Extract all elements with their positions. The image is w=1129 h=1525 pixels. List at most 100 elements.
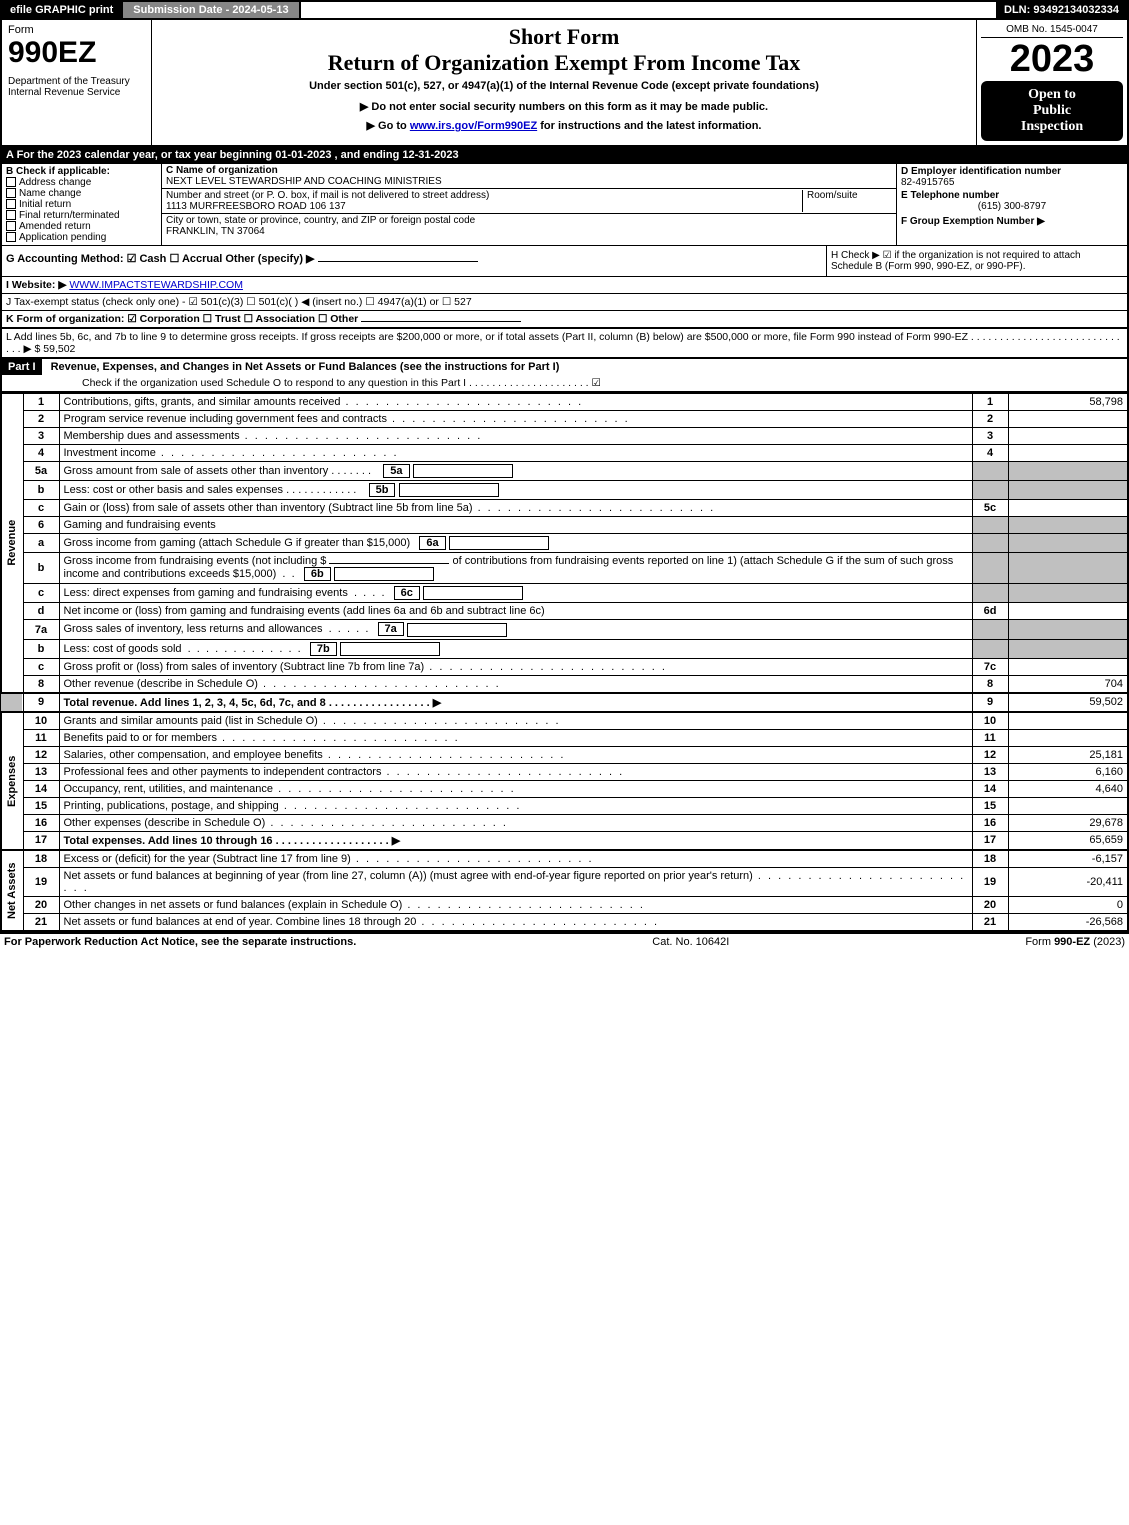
return-title: Return of Organization Exempt From Incom… <box>156 50 972 76</box>
line-9-amount: 59,502 <box>1008 693 1128 712</box>
line-16-desc: Other expenses (describe in Schedule O) <box>59 814 972 831</box>
line-5c-desc: Gain or (loss) from sale of assets other… <box>59 500 972 517</box>
submission-date: Submission Date - 2024-05-13 <box>123 2 300 18</box>
line-10-desc: Grants and similar amounts paid (list in… <box>59 712 972 730</box>
c-name-label: C Name of organization <box>166 165 278 176</box>
line-2-desc: Program service revenue including govern… <box>59 411 972 428</box>
footer-left: For Paperwork Reduction Act Notice, see … <box>4 936 356 948</box>
c-addr-label: Number and street (or P. O. box, if mail… <box>166 190 489 201</box>
line-21-desc: Net assets or fund balances at end of ye… <box>59 913 972 931</box>
line-18-desc: Excess or (deficit) for the year (Subtra… <box>59 850 972 868</box>
section-l: L Add lines 5b, 6c, and 7b to line 9 to … <box>0 329 1129 359</box>
short-form-title: Short Form <box>156 24 972 50</box>
line-7a-desc: Gross sales of inventory, less returns a… <box>59 620 972 639</box>
line-13-amount: 6,160 <box>1008 763 1128 780</box>
line-6a-desc: Gross income from gaming (attach Schedul… <box>59 534 972 553</box>
section-c: C Name of organization NEXT LEVEL STEWAR… <box>162 164 897 245</box>
dln-label: DLN: 93492134032334 <box>996 2 1127 18</box>
efile-print-button[interactable]: efile GRAPHIC print <box>2 2 123 18</box>
part-1-title: Revenue, Expenses, and Changes in Net As… <box>45 359 566 375</box>
line-21-amount: -26,568 <box>1008 913 1128 931</box>
website-link[interactable]: WWW.IMPACTSTEWARDSHIP.COM <box>69 279 243 291</box>
form-header: Form 990EZ Department of the Treasury In… <box>0 20 1129 147</box>
side-label-expenses: Expenses <box>1 712 23 850</box>
section-i: I Website: ▶ WWW.IMPACTSTEWARDSHIP.COM <box>0 277 1129 294</box>
line-20-desc: Other changes in net assets or fund bala… <box>59 896 972 913</box>
irs-link[interactable]: www.irs.gov/Form990EZ <box>410 120 537 132</box>
section-g: G Accounting Method: ☑ Cash ☐ Accrual Ot… <box>6 253 315 265</box>
line-13-desc: Professional fees and other payments to … <box>59 763 972 780</box>
org-city: FRANKLIN, TN 37064 <box>166 226 265 237</box>
org-address: 1113 MURFREESBORO ROAD 106 137 <box>166 201 346 212</box>
part-1-check-note: Check if the organization used Schedule … <box>2 375 1127 391</box>
line-17-amount: 65,659 <box>1008 831 1128 850</box>
line-20-amount: 0 <box>1008 896 1128 913</box>
ein-value: 82-4915765 <box>901 177 1123 188</box>
line-12-amount: 25,181 <box>1008 746 1128 763</box>
line-16-amount: 29,678 <box>1008 814 1128 831</box>
footer-form-ref: Form 990-EZ (2023) <box>1025 936 1125 948</box>
line-3-desc: Membership dues and assessments <box>59 428 972 445</box>
line-12-desc: Salaries, other compensation, and employ… <box>59 746 972 763</box>
part-1-header: Part I Revenue, Expenses, and Changes in… <box>0 359 1129 392</box>
line-8-desc: Other revenue (describe in Schedule O) <box>59 675 972 693</box>
section-b-title: B Check if applicable: <box>6 166 157 177</box>
check-initial-return[interactable]: Initial return <box>6 199 157 210</box>
line-14-amount: 4,640 <box>1008 780 1128 797</box>
line-18-amount: -6,157 <box>1008 850 1128 868</box>
line-17-desc: Total expenses. Add lines 10 through 16 … <box>59 831 972 850</box>
section-h: H Check ▶ ☑ if the organization is not r… <box>827 246 1127 276</box>
check-amended-return[interactable]: Amended return <box>6 221 157 232</box>
dept-line-1: Department of the Treasury <box>8 76 145 87</box>
goto-note: ▶ Go to www.irs.gov/Form990EZ for instru… <box>156 119 972 132</box>
line-9-desc: Total revenue. Add lines 1, 2, 3, 4, 5c,… <box>59 693 972 712</box>
line-6-desc: Gaming and fundraising events <box>59 517 972 534</box>
ssn-note: ▶ Do not enter social security numbers o… <box>156 100 972 113</box>
line-1-desc: Contributions, gifts, grants, and simila… <box>59 393 972 411</box>
line-8-amount: 704 <box>1008 675 1128 693</box>
top-bar: efile GRAPHIC print Submission Date - 20… <box>0 0 1129 20</box>
phone-label: E Telephone number <box>901 190 1123 201</box>
section-j: J Tax-exempt status (check only one) - ☑… <box>0 294 1129 311</box>
under-section-note: Under section 501(c), 527, or 4947(a)(1)… <box>156 80 972 92</box>
check-address-change[interactable]: Address change <box>6 177 157 188</box>
c-city-label: City or town, state or province, country… <box>166 215 475 226</box>
side-label-revenue: Revenue <box>1 393 23 693</box>
line-19-amount: -20,411 <box>1008 867 1128 896</box>
sections-gh: G Accounting Method: ☑ Cash ☐ Accrual Ot… <box>0 246 1129 277</box>
form-number: 990EZ <box>8 36 145 70</box>
line-1-amount: 58,798 <box>1008 393 1128 411</box>
group-exemption-label: F Group Exemption Number ▶ <box>901 216 1123 227</box>
line-11-desc: Benefits paid to or for members <box>59 729 972 746</box>
section-b: B Check if applicable: Address change Na… <box>2 164 162 245</box>
tax-year: 2023 <box>981 38 1123 81</box>
line-5b-desc: Less: cost or other basis and sales expe… <box>59 481 972 500</box>
gross-receipts-amount: 59,502 <box>43 343 75 355</box>
side-label-net-assets: Net Assets <box>1 850 23 931</box>
section-a-tax-year: A For the 2023 calendar year, or tax yea… <box>0 147 1129 164</box>
open-to-public-badge: Open to Public Inspection <box>981 81 1123 141</box>
line-15-desc: Printing, publications, postage, and shi… <box>59 797 972 814</box>
line-6c-desc: Less: direct expenses from gaming and fu… <box>59 584 972 603</box>
check-application-pending[interactable]: Application pending <box>6 232 157 243</box>
section-k: K Form of organization: ☑ Corporation ☐ … <box>0 311 1129 329</box>
sections-bcd: B Check if applicable: Address change Na… <box>0 164 1129 246</box>
line-7b-desc: Less: cost of goods sold . . . . . . . .… <box>59 639 972 658</box>
check-final-return[interactable]: Final return/terminated <box>6 210 157 221</box>
line-5a-desc: Gross amount from sale of assets other t… <box>59 462 972 481</box>
line-14-desc: Occupancy, rent, utilities, and maintena… <box>59 780 972 797</box>
line-4-desc: Investment income <box>59 445 972 462</box>
part-1-table: Revenue 1Contributions, gifts, grants, a… <box>0 392 1129 932</box>
line-7c-desc: Gross profit or (loss) from sales of inv… <box>59 658 972 675</box>
check-name-change[interactable]: Name change <box>6 188 157 199</box>
form-word: Form <box>8 24 145 36</box>
footer-cat-no: Cat. No. 10642I <box>652 936 729 948</box>
part-1-label: Part I <box>2 359 42 375</box>
ein-label: D Employer identification number <box>901 166 1123 177</box>
page-footer: For Paperwork Reduction Act Notice, see … <box>0 932 1129 950</box>
omb-label: OMB No. 1545-0047 <box>981 24 1123 38</box>
room-suite-label: Room/suite <box>802 190 892 212</box>
line-6b-desc: Gross income from fundraising events (no… <box>59 553 972 584</box>
line-6d-desc: Net income or (loss) from gaming and fun… <box>59 603 972 620</box>
dept-line-2: Internal Revenue Service <box>8 87 145 98</box>
